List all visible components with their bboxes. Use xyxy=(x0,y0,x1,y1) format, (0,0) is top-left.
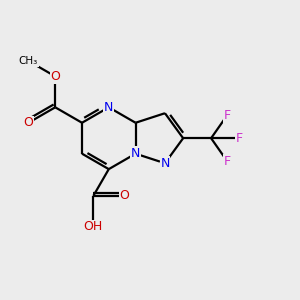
Text: OH: OH xyxy=(84,220,103,233)
Text: O: O xyxy=(50,70,60,83)
Text: F: F xyxy=(236,132,243,145)
Text: N: N xyxy=(131,147,140,160)
Text: F: F xyxy=(224,154,231,168)
Text: N: N xyxy=(104,101,113,114)
Text: O: O xyxy=(23,116,33,129)
Text: N: N xyxy=(160,157,170,170)
Text: F: F xyxy=(224,109,231,122)
Text: CH₃: CH₃ xyxy=(19,56,38,66)
Text: O: O xyxy=(119,189,129,203)
